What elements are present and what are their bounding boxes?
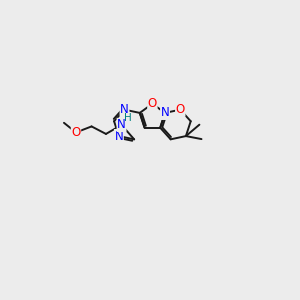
Text: O: O [71, 126, 81, 139]
Text: N: N [160, 106, 169, 119]
Text: H: H [124, 113, 131, 123]
Text: N: N [120, 103, 129, 116]
Text: N: N [115, 130, 123, 142]
Text: O: O [148, 97, 157, 110]
Text: O: O [176, 103, 185, 116]
Text: N: N [117, 118, 126, 131]
